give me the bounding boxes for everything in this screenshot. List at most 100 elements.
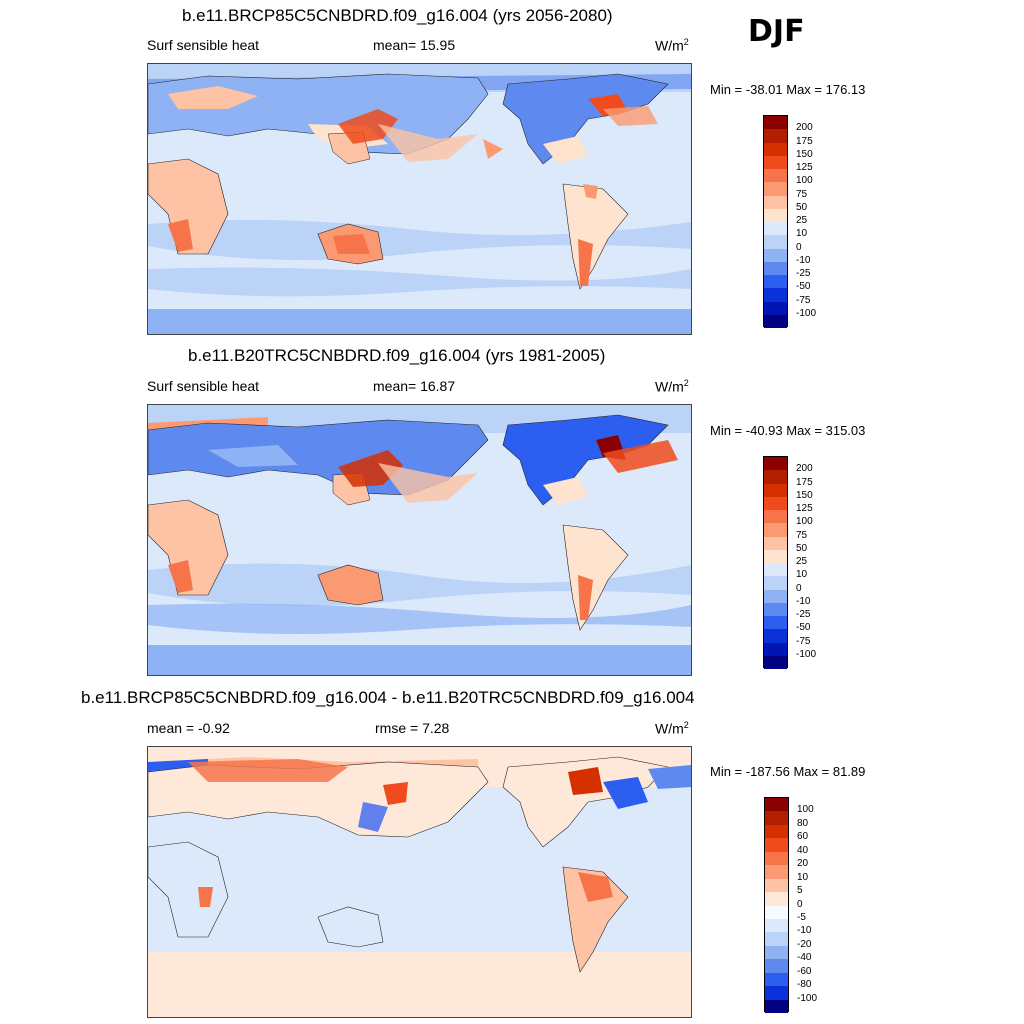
colorbar-swatch — [764, 576, 787, 590]
colorbar-swatch — [764, 169, 787, 183]
panel-2-map — [147, 404, 692, 676]
panel-3-mean-label: mean = -0.92 — [147, 720, 230, 736]
colorbar-swatch — [764, 116, 787, 130]
panel-3-colorbar-swatches — [764, 797, 789, 1013]
colorbar-swatch — [764, 655, 787, 669]
colorbar-swatch — [765, 945, 788, 960]
panel-2-title: b.e11.B20TRC5CNBDRD.f09_g16.004 (yrs 198… — [188, 346, 606, 365]
colorbar-tick-label: 50 — [796, 201, 808, 213]
colorbar-swatch — [764, 235, 787, 249]
colorbar-swatch — [764, 155, 787, 169]
colorbar-tick-label: 0 — [796, 241, 802, 253]
colorbar-swatch — [765, 918, 788, 933]
colorbar-swatch — [764, 314, 787, 328]
colorbar-tick-label: -50 — [796, 281, 811, 293]
colorbar-swatch — [764, 208, 787, 222]
colorbar-swatch — [765, 932, 788, 946]
panel-1-colorbar-swatches — [763, 115, 788, 328]
colorbar-swatch — [764, 301, 787, 315]
colorbar-tick-label: -75 — [796, 294, 811, 306]
colorbar-swatch — [765, 905, 788, 919]
colorbar-swatch — [764, 195, 787, 209]
colorbar-tick-label: 10 — [796, 569, 808, 581]
colorbar-swatch — [765, 838, 788, 852]
colorbar-tick-label: -75 — [796, 635, 811, 647]
colorbar-tick-label: -10 — [797, 925, 812, 937]
colorbar-swatch — [765, 824, 788, 839]
colorbar-swatch — [764, 629, 787, 643]
colorbar-swatch — [765, 999, 788, 1013]
panel-2-variable-label: Surf sensible heat — [147, 378, 260, 394]
colorbar-tick-label: 60 — [797, 831, 809, 843]
colorbar-tick-label: -10 — [796, 595, 811, 607]
colorbar-tick-label: 175 — [796, 476, 813, 488]
colorbar-tick-label: -25 — [796, 609, 811, 620]
panel-3-map — [147, 746, 692, 1018]
colorbar-swatch — [764, 288, 787, 302]
colorbar-swatch — [764, 248, 787, 262]
colorbar-tick-label: -5 — [797, 911, 806, 923]
colorbar-swatch — [765, 878, 788, 893]
colorbar-tick-label: 0 — [797, 898, 803, 910]
colorbar-swatch — [764, 275, 787, 289]
colorbar-tick-label: 100 — [796, 516, 813, 528]
colorbar-tick-label: 50 — [796, 542, 808, 554]
colorbar-swatch — [765, 798, 788, 812]
panel-3-rmse-label: rmse = 7.28 — [375, 720, 450, 736]
panel-2-map-svg — [148, 405, 691, 675]
colorbar-swatch — [764, 563, 787, 577]
colorbar-tick-label: -50 — [796, 622, 811, 634]
colorbar-swatch — [765, 959, 788, 973]
colorbar-tick-label: 25 — [796, 215, 808, 226]
colorbar-swatch — [764, 261, 787, 275]
colorbar-swatch — [764, 142, 787, 156]
colorbar-tick-label: 80 — [797, 817, 809, 829]
colorbar-swatch — [764, 129, 787, 143]
colorbar-tick-label: 100 — [796, 175, 813, 187]
colorbar-swatch — [765, 972, 788, 987]
colorbar-swatch — [764, 642, 787, 656]
colorbar-tick-label: 75 — [796, 529, 808, 541]
panel-1-variable-label: Surf sensible heat — [147, 37, 260, 53]
colorbar-tick-label: 150 — [796, 489, 813, 501]
colorbar-swatch — [764, 549, 787, 563]
colorbar-tick-label: -100 — [796, 307, 817, 319]
colorbar-tick-label: -25 — [796, 268, 811, 279]
panel-2-mean-label: mean= 16.87 — [373, 378, 456, 394]
colorbar-swatch — [764, 616, 787, 630]
panel-3-units: W/m2 — [655, 720, 689, 737]
panel-1-minmax: Min = -38.01 Max = 176.13 — [710, 82, 866, 97]
colorbar-swatch — [764, 536, 787, 550]
panel-3-title: b.e11.BRCP85C5CNBDRD.f09_g16.004 - b.e11… — [81, 688, 695, 707]
panel-1-mean-label: mean= 15.95 — [373, 37, 456, 53]
panel-2-colorbar-swatches — [763, 456, 788, 669]
colorbar-swatch — [765, 986, 788, 1000]
colorbar-swatch — [764, 523, 787, 537]
panel-2-minmax: Min = -40.93 Max = 315.03 — [710, 423, 866, 438]
colorbar-swatch — [764, 483, 787, 497]
colorbar-tick-label: -20 — [797, 938, 812, 950]
colorbar-tick-label: 10 — [796, 228, 808, 240]
panel-3-map-svg — [148, 747, 691, 1017]
colorbar-tick-label: 75 — [796, 188, 808, 200]
colorbar-tick-label: 5 — [797, 885, 803, 897]
colorbar-swatch — [765, 811, 788, 825]
colorbar-tick-label: 200 — [796, 463, 813, 475]
colorbar-swatch — [765, 892, 788, 906]
panel-2-units: W/m2 — [655, 378, 689, 395]
colorbar-tick-label: 10 — [797, 871, 809, 883]
colorbar-swatch — [765, 851, 788, 866]
colorbar-swatch — [764, 589, 787, 603]
colorbar-tick-label: 25 — [796, 556, 808, 567]
colorbar-swatch — [765, 865, 788, 879]
panel-1-map-svg — [148, 64, 691, 334]
colorbar-tick-label: -40 — [797, 952, 812, 964]
colorbar-tick-label: 100 — [797, 804, 814, 816]
colorbar-tick-label: 125 — [796, 162, 813, 173]
colorbar-tick-label: 20 — [797, 858, 809, 870]
colorbar-swatch — [764, 496, 787, 510]
colorbar-tick-label: 200 — [796, 122, 813, 134]
season-label: DJF — [748, 14, 805, 49]
colorbar-tick-label: 125 — [796, 503, 813, 514]
colorbar-tick-label: -100 — [796, 648, 817, 660]
